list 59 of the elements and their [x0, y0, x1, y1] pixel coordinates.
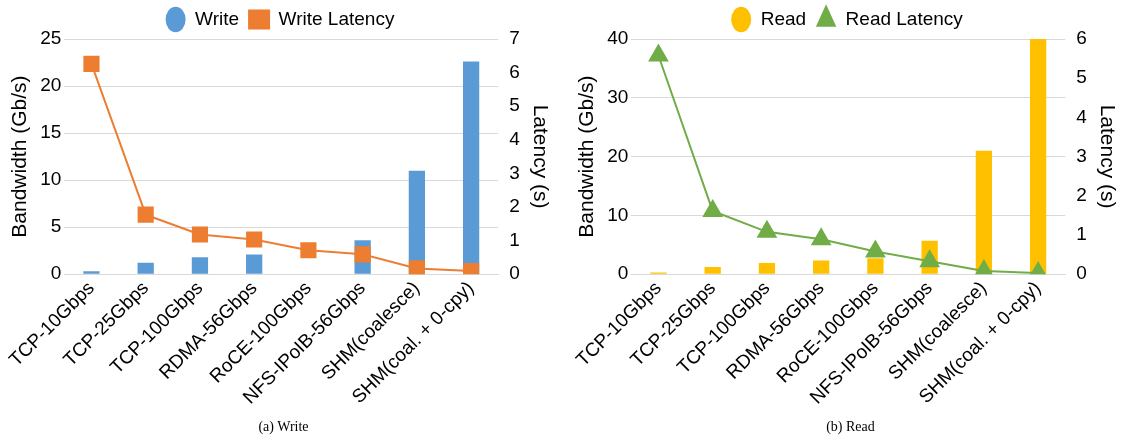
y2-tick-label: 5: [1076, 66, 1087, 88]
y-tick-label: 25: [40, 27, 62, 49]
point: [703, 200, 723, 218]
y-axis-title: Bandwidth (Gb/s): [7, 75, 31, 238]
point: [354, 246, 371, 263]
y2-tick-label: 5: [509, 94, 520, 116]
legend-label: Read Latency: [845, 7, 964, 29]
y-tick-label: 5: [50, 215, 62, 237]
bar: [813, 260, 830, 274]
y2-axis-title: Latency (s): [529, 104, 553, 209]
point: [246, 231, 263, 248]
y2-tick-label: 7: [509, 27, 520, 49]
y-tick-label: 10: [40, 168, 62, 190]
text: (b) Read: [825, 418, 876, 436]
bar: [191, 257, 209, 274]
bar: [975, 150, 993, 274]
bar: [867, 258, 884, 274]
y2-tick-label: 1: [1076, 223, 1087, 245]
y2-tick-label: 2: [509, 195, 520, 217]
y2-tick-label: 1: [509, 228, 520, 250]
y2-tick-label: 6: [1076, 27, 1087, 49]
y2-tick-label: 3: [1076, 144, 1087, 166]
point: [191, 226, 208, 243]
point: [865, 240, 886, 258]
text: (a) Write: [257, 418, 310, 436]
point: [83, 55, 100, 72]
point: [919, 250, 940, 268]
y2-tick-label: 3: [509, 161, 520, 183]
point: [300, 242, 317, 259]
y2-tick-label: 6: [509, 60, 520, 82]
bar: [758, 262, 776, 274]
y2-tick-label: 0: [1076, 262, 1087, 284]
bar: [137, 262, 154, 274]
y-tick-label: 10: [607, 203, 629, 225]
legend-label: Read: [760, 7, 807, 29]
point: [648, 44, 669, 62]
y-tick-label: 40: [607, 27, 629, 49]
y-tick-label: 0: [617, 262, 629, 284]
y2-tick-label: 2: [1076, 184, 1087, 205]
y2-axis-title: Latency (s): [1096, 104, 1120, 209]
point: [137, 206, 154, 223]
bar: [246, 254, 263, 274]
bar: [83, 271, 100, 274]
y-tick-label: 15: [40, 121, 62, 143]
y-tick-label: 20: [607, 144, 629, 166]
y-tick-label: 30: [607, 86, 629, 108]
legend-label: Write: [195, 7, 240, 29]
y-tick-label: 20: [40, 74, 62, 96]
y-axis-title: Bandwidth (Gb/s): [574, 75, 598, 238]
point: [757, 220, 777, 238]
y2-tick-label: 4: [509, 128, 521, 150]
bar: [1029, 39, 1047, 274]
point: [811, 228, 831, 246]
legend-label: Write Latency: [278, 7, 395, 29]
y-tick-label: 0: [50, 262, 62, 284]
y2-tick-label: 4: [1076, 105, 1088, 127]
y2-tick-label: 0: [509, 262, 520, 284]
point: [408, 260, 425, 275]
bar: [704, 267, 721, 274]
